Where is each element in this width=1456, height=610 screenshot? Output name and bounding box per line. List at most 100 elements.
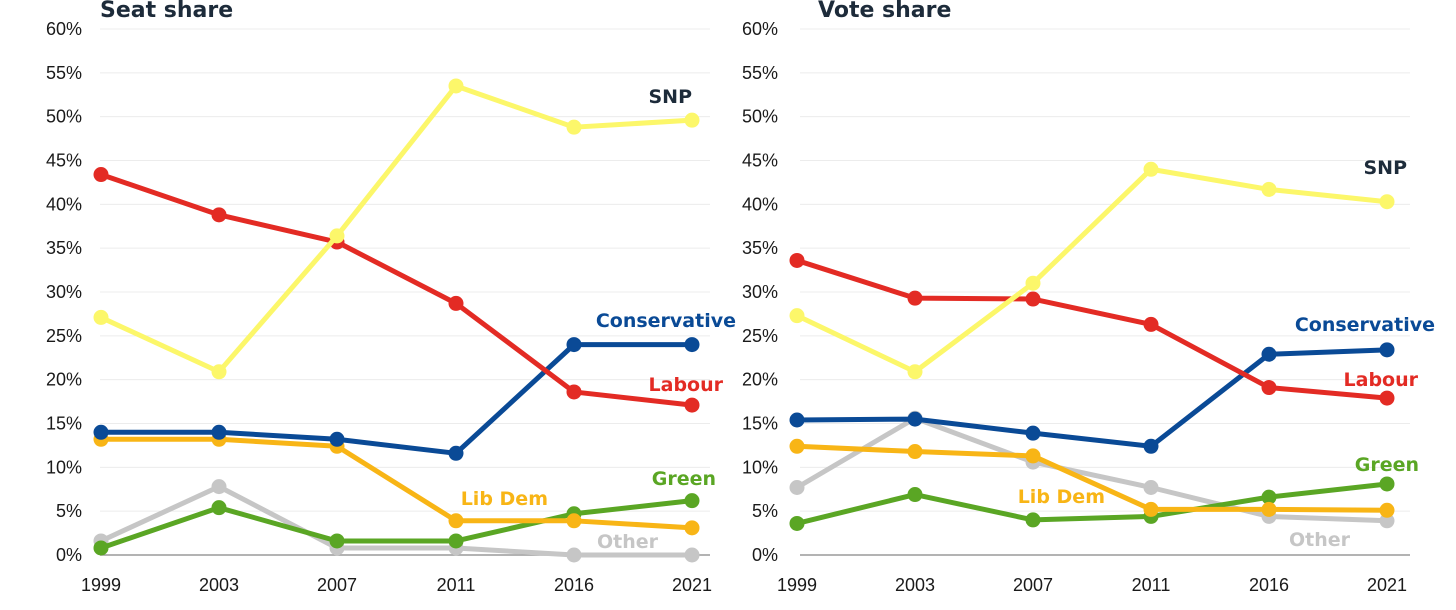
green-line (794, 481, 1390, 526)
y-tick-label: 50% (742, 107, 778, 127)
labour-series (93, 167, 700, 413)
labour-point (907, 290, 923, 306)
x-tick-label: 2011 (437, 575, 476, 595)
conservative-point (211, 424, 227, 440)
labour-series (789, 252, 1395, 406)
snp-point (211, 364, 227, 380)
conservative-line (98, 342, 695, 456)
lib-dem-line (794, 443, 1390, 513)
y-tick-label: 20% (46, 370, 82, 390)
conservative-point (789, 412, 805, 428)
snp-point (789, 308, 805, 324)
y-tick-label: 0% (752, 545, 778, 565)
other-point (566, 547, 582, 563)
snp-label: SNP (1363, 157, 1407, 179)
green-line (98, 498, 695, 551)
y-tick-label: 60% (742, 19, 778, 39)
snp-point (1379, 194, 1395, 210)
seat-share-title: Seat share (100, 0, 234, 23)
x-tick-label: 2011 (1132, 575, 1171, 595)
seat-share-panel: 0% 5% 10% 15% 20% 25% 30% 35% 40% 45% 50% 55% 60% 199… (46, 19, 736, 595)
conservative-point (907, 411, 923, 427)
conservative-point (329, 431, 345, 447)
lib-dem-point (566, 513, 582, 529)
x-tick-label: 2016 (554, 575, 594, 595)
labour-line (98, 172, 695, 408)
vote-share-panel: 0% 5% 10% 15% 20% 25% 30% 35% 40% 45% 50% 55% 60% 199… (742, 19, 1435, 595)
lib-dem-label: Lib Dem (1018, 486, 1105, 508)
x-tick-label: 2007 (317, 575, 357, 595)
snp-point (684, 112, 700, 128)
conservative-point (448, 445, 464, 461)
labour-point (1025, 291, 1041, 307)
lib-dem-point (448, 513, 464, 529)
lib-dem-point (1261, 501, 1277, 517)
snp-line (98, 83, 695, 375)
conservative-point (1025, 425, 1041, 441)
y-tick-label: 40% (46, 194, 82, 214)
y-tick-label: 45% (46, 151, 82, 171)
labour-label: Labour (649, 374, 724, 396)
conservative-point (1143, 438, 1159, 454)
green-point (329, 533, 345, 549)
y-tick-label: 50% (46, 107, 82, 127)
y-tick-label: 30% (46, 282, 82, 302)
labour-label: Labour (1344, 369, 1419, 391)
labour-point (1143, 316, 1159, 332)
y-tick-label: 35% (46, 238, 82, 258)
y-tick-label: 15% (742, 414, 778, 434)
labour-point (684, 397, 700, 413)
conservative-line (794, 347, 1390, 449)
green-point (1261, 489, 1277, 505)
snp-series (93, 78, 700, 380)
lib-dem-point (1143, 501, 1159, 517)
snp-point (1261, 181, 1277, 197)
y-tick-label: 35% (742, 238, 778, 258)
y-tick-label: 25% (742, 326, 778, 346)
x-tick-label: 2007 (1013, 575, 1053, 595)
y-tick-label: 55% (46, 63, 82, 83)
green-point (448, 533, 464, 549)
labour-point (789, 252, 805, 268)
lib-dem-point (907, 444, 923, 460)
lib-dem-point (684, 520, 700, 536)
green-point (907, 487, 923, 503)
green-point (789, 515, 805, 531)
x-tick-label: 2021 (672, 575, 712, 595)
conservative-point (566, 337, 582, 353)
conservative-label: Conservative (596, 310, 736, 332)
vote-share-title: Vote share (818, 0, 952, 23)
y-tick-label: 10% (742, 457, 778, 477)
green-series (93, 493, 700, 556)
y-tick-label: 30% (742, 282, 778, 302)
green-point (1379, 476, 1395, 492)
conservative-series (93, 337, 700, 461)
x-tick-label: 2016 (1249, 575, 1289, 595)
labour-point (1261, 380, 1277, 396)
green-label: Green (652, 468, 716, 490)
x-tick-label: 2021 (1367, 575, 1407, 595)
green-point (1025, 512, 1041, 528)
other-point (211, 479, 227, 495)
labour-point (211, 207, 227, 223)
y-tick-label: 25% (46, 326, 82, 346)
snp-point (907, 364, 923, 380)
labour-point (93, 167, 109, 183)
snp-point (93, 309, 109, 325)
y-tick-label: 5% (56, 501, 82, 521)
snp-point (566, 119, 582, 135)
lib-dem-point (1025, 448, 1041, 464)
x-tick-label: 1999 (777, 575, 817, 595)
conservative-point (1379, 342, 1395, 358)
labour-point (566, 384, 582, 400)
y-tick-label: 55% (742, 63, 778, 83)
y-tick-label: 5% (752, 501, 778, 521)
x-tick-label: 2003 (199, 575, 239, 595)
labour-point (1379, 390, 1395, 406)
snp-series (789, 161, 1395, 380)
snp-point (1143, 161, 1159, 177)
y-tick-label: 45% (742, 151, 778, 171)
other-series (789, 410, 1395, 529)
